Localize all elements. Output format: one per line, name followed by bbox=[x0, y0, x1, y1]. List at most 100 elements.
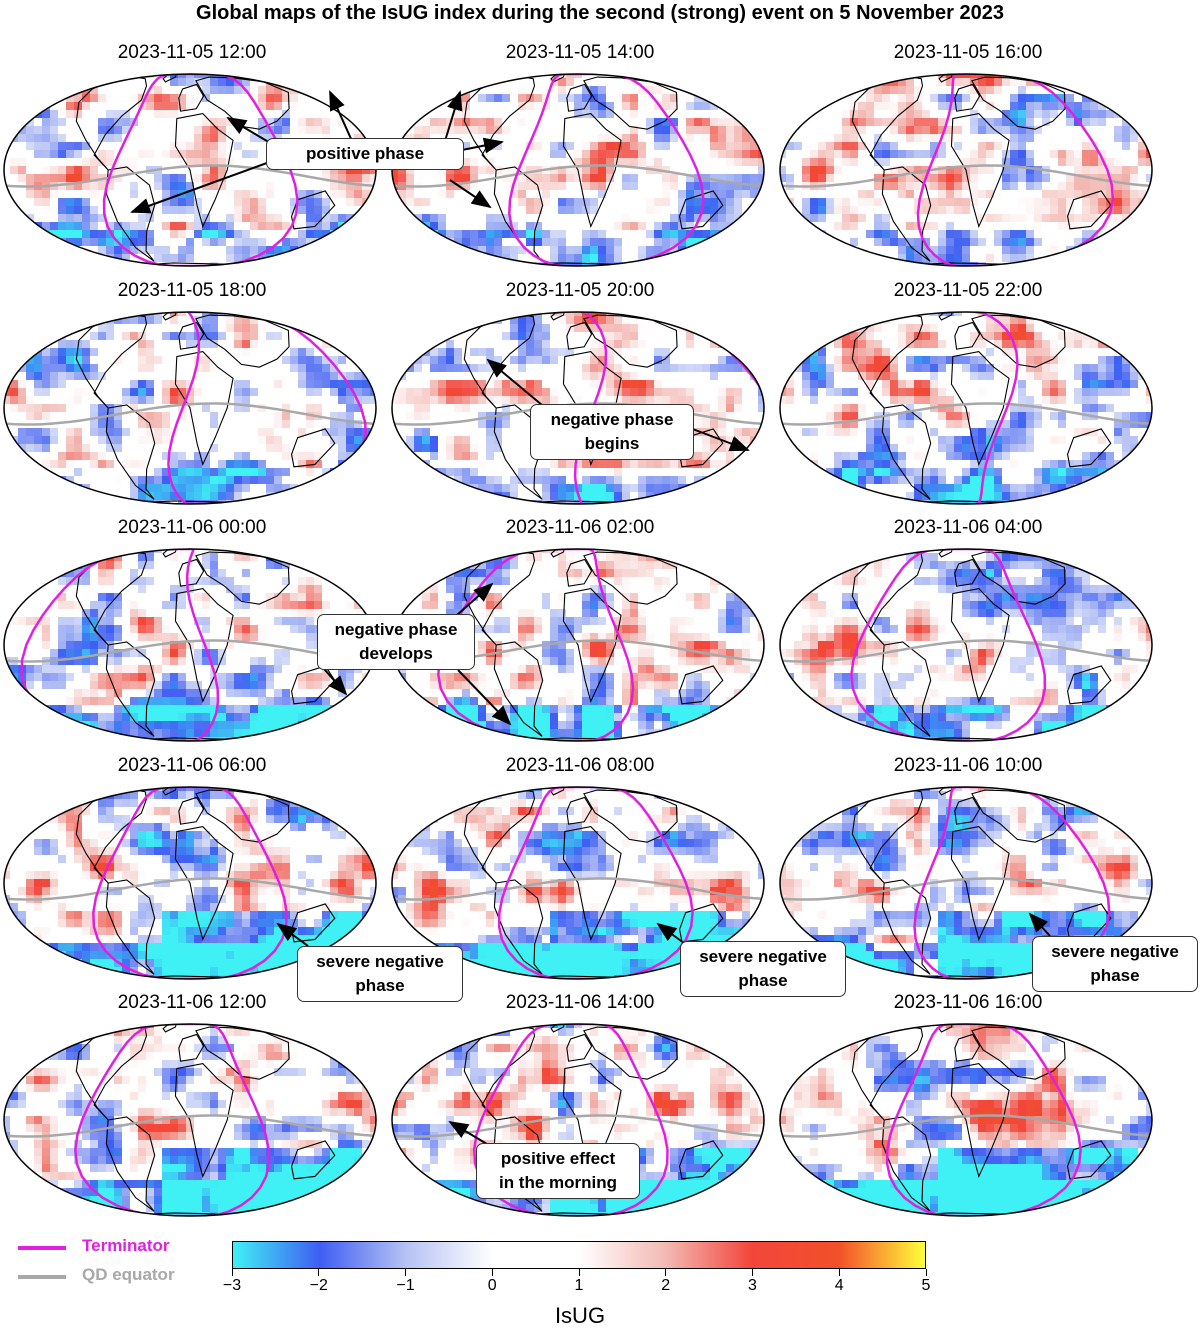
map-panel: 2023-11-05 18:00 bbox=[2, 280, 382, 510]
qd-equator-line bbox=[5, 402, 375, 426]
colorbar-tick bbox=[231, 1269, 233, 1276]
qd-equator-line bbox=[781, 639, 1151, 663]
isug-world-map bbox=[391, 73, 765, 267]
map-frame bbox=[779, 1023, 1153, 1217]
panel-timestamp: 2023-11-06 12:00 bbox=[117, 992, 267, 1013]
panel-timestamp: 2023-11-06 14:00 bbox=[505, 992, 655, 1013]
terminator-line bbox=[850, 549, 1047, 741]
map-panel: 2023-11-05 22:00 bbox=[778, 280, 1158, 510]
isug-world-map bbox=[779, 1023, 1153, 1217]
panel-timestamp: 2023-11-05 22:00 bbox=[893, 280, 1043, 301]
callout-severe-negative-phase: severe negative phase bbox=[297, 946, 463, 1002]
terminator-line bbox=[885, 1024, 1082, 1216]
callout-text: severe negative bbox=[1051, 942, 1179, 961]
isug-world-map bbox=[3, 1023, 377, 1217]
map-frame bbox=[391, 1023, 765, 1217]
callout-negative-phase-develops: negative phase develops bbox=[317, 614, 475, 670]
colorbar-tick-label: −2 bbox=[309, 1277, 328, 1294]
terminator-line bbox=[167, 312, 367, 504]
callout-negative-phase-begins: negative phase begins bbox=[530, 404, 694, 460]
colorbar-tick-label: −3 bbox=[222, 1277, 242, 1294]
map-panel: 2023-11-06 04:00 bbox=[778, 517, 1158, 747]
panel-timestamp: 2023-11-05 14:00 bbox=[505, 42, 655, 63]
map-frame bbox=[779, 73, 1153, 267]
terminator-line bbox=[102, 74, 299, 266]
callout-text: severe negative bbox=[316, 952, 444, 971]
colorbar-tick-label: 0 bbox=[487, 1277, 497, 1294]
qd-equator-line bbox=[5, 1114, 375, 1138]
colorbar-tick bbox=[925, 1269, 927, 1276]
map-frame bbox=[391, 311, 765, 505]
callout-text: begins bbox=[584, 434, 640, 453]
qd-equator-legend-label: QD equator bbox=[82, 1265, 175, 1284]
isug-world-map bbox=[391, 786, 765, 980]
callout-positive-phase: positive phase bbox=[266, 138, 464, 170]
map-frame bbox=[779, 548, 1153, 742]
qd-equator-legend-swatch bbox=[18, 1275, 66, 1279]
panel-timestamp: 2023-11-05 18:00 bbox=[117, 280, 267, 301]
qd-equator-line bbox=[5, 877, 375, 901]
qd-equator-line bbox=[781, 402, 1151, 426]
colorbar-tick bbox=[491, 1269, 493, 1276]
callout-text: negative phase bbox=[334, 620, 458, 639]
terminator-line bbox=[472, 1024, 669, 1216]
colorbar-tick bbox=[405, 1269, 406, 1276]
callout-text: negative phase bbox=[550, 410, 674, 429]
callout-text: develops bbox=[359, 644, 433, 663]
panel-timestamp: 2023-11-06 08:00 bbox=[505, 755, 655, 776]
map-panel: 2023-11-06 08:00 bbox=[390, 755, 770, 985]
colorbar-tick-label: 5 bbox=[921, 1277, 931, 1294]
colorbar-tick bbox=[578, 1269, 580, 1276]
callout-text: severe negative bbox=[699, 947, 827, 966]
isug-world-map bbox=[3, 786, 377, 980]
terminator-line bbox=[916, 74, 1115, 266]
figure-title: Global maps of the IsUG index during the… bbox=[196, 2, 1004, 24]
callout-text: phase bbox=[1090, 966, 1140, 985]
terminator-line bbox=[913, 787, 1111, 979]
terminator-line bbox=[74, 1024, 271, 1216]
isug-world-map bbox=[3, 311, 377, 505]
map-frame bbox=[3, 73, 377, 267]
colorbar-tick-label: 4 bbox=[834, 1277, 844, 1294]
map-panel: 2023-11-05 20:00 bbox=[390, 280, 770, 510]
map-frame bbox=[3, 311, 377, 505]
map-panel: 2023-11-06 06:00 bbox=[2, 755, 382, 985]
qd-equator-line bbox=[393, 877, 763, 901]
callout-text: phase bbox=[738, 971, 788, 990]
callout-severe-negative-phase: severe negative phase bbox=[680, 941, 846, 997]
colorbar-tick-label: 1 bbox=[574, 1277, 584, 1294]
panel-timestamp: 2023-11-06 10:00 bbox=[893, 755, 1043, 776]
qd-equator-line bbox=[5, 639, 375, 663]
colorbar-tick bbox=[665, 1269, 667, 1276]
qd-equator-line bbox=[781, 877, 1151, 901]
map-frame bbox=[3, 1023, 377, 1217]
colorbar-tick bbox=[752, 1269, 753, 1276]
colorbar-tick-label: 2 bbox=[661, 1277, 671, 1294]
map-panel: 2023-11-06 00:00 bbox=[2, 517, 382, 747]
terminator-line bbox=[508, 74, 705, 266]
qd-equator-line bbox=[781, 1114, 1151, 1138]
map-frame bbox=[391, 73, 765, 267]
map-panel: 2023-11-05 16:00 bbox=[778, 42, 1158, 272]
map-panel: 2023-11-06 16:00 bbox=[778, 992, 1158, 1222]
callout-severe-negative-phase: severe negative phase bbox=[1032, 936, 1198, 992]
terminator-line bbox=[497, 787, 694, 979]
callout-text: phase bbox=[355, 976, 405, 995]
isug-world-map bbox=[779, 311, 1153, 505]
isug-world-map bbox=[779, 548, 1153, 742]
callout-positive-effect-morning: positive effect in the morning bbox=[476, 1143, 640, 1199]
colorbar-tick bbox=[838, 1269, 840, 1276]
terminator-line bbox=[92, 787, 288, 979]
terminator-line bbox=[20, 549, 220, 741]
colorbar-tick-label: −1 bbox=[396, 1277, 415, 1294]
panel-timestamp: 2023-11-06 02:00 bbox=[505, 517, 655, 538]
colorbar-tick bbox=[318, 1269, 320, 1276]
callout-text: positive effect bbox=[500, 1149, 616, 1168]
colorbar-label: IsUG bbox=[554, 1303, 606, 1328]
panel-timestamp: 2023-11-06 04:00 bbox=[893, 517, 1043, 538]
callout-text: positive phase bbox=[305, 144, 425, 163]
panel-timestamp: 2023-11-06 00:00 bbox=[117, 517, 267, 538]
qd-equator-line bbox=[781, 164, 1151, 188]
terminator-legend-label: Terminator bbox=[82, 1236, 170, 1255]
colorbar bbox=[232, 1241, 926, 1269]
